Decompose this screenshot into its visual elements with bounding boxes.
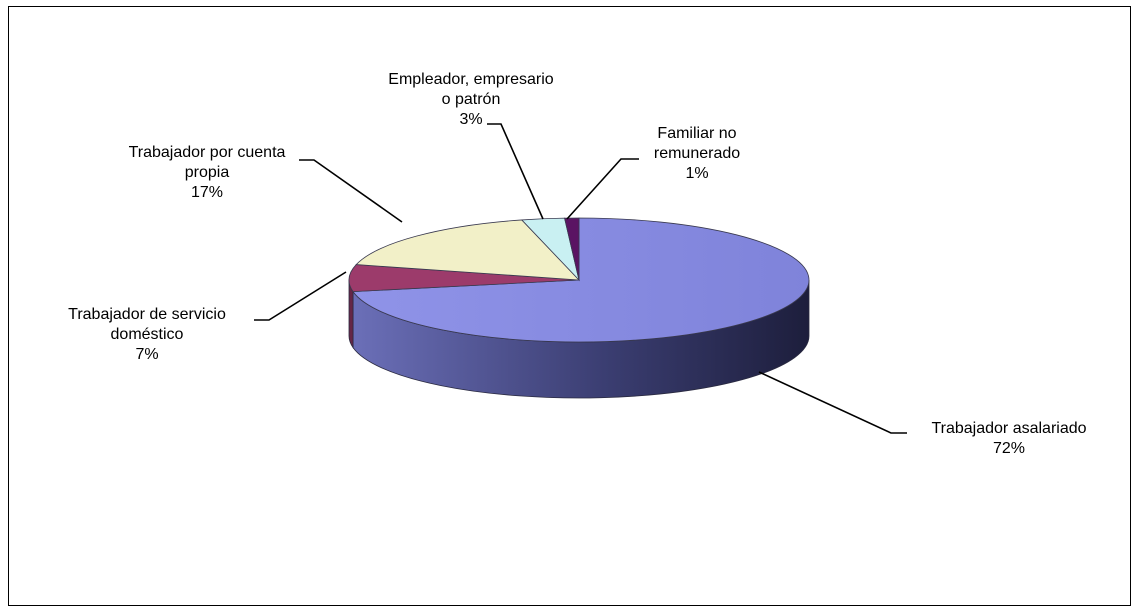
slice-3 [355,219,581,281]
slice-label-2: Trabajador de servicio doméstico 7% [68,306,226,363]
leader-line-3 [299,159,403,223]
slice-label-4-line-2: o patrón [442,91,501,108]
slice-label-2-line-1: Trabajador de servicio [68,306,226,323]
slice-2 [348,264,580,293]
slice-label-1: Trabajador asalariado 72% [931,420,1086,457]
pie-chart: Trabajador asalariado 72% Trabajador de se… [68,71,1086,457]
chart-frame: Trabajador asalariado 72% Trabajador de se… [8,6,1131,606]
slice-label-5: Familiar no remunerado 1% [654,125,740,182]
slice-label-4-line-1: Empleador, empresario [388,71,554,88]
slice-label-3-line-2: propia [185,164,230,181]
pie-slices [348,217,810,343]
slice-label-4-line-3: 3% [459,111,482,128]
slice-1 [352,217,810,343]
slice-label-3-line-1: Trabajador por cuenta [129,144,286,161]
slice-label-5-line-3: 1% [685,165,708,182]
leader-line-2 [254,271,347,321]
slice-labels: Trabajador asalariado 72% Trabajador de se… [68,71,1086,457]
slice-5 [564,217,580,281]
slice-label-3-line-3: 17% [191,184,223,201]
slice-label-2-line-2: doméstico [111,326,184,343]
slice-label-2-line-3: 7% [135,346,158,363]
slice-label-5-line-2: remunerado [654,145,740,162]
slice-label-4: Empleador, empresario o patrón 3% [388,71,554,128]
slice-label-1-line-1: Trabajador asalariado [931,420,1086,437]
slice-label-3: Trabajador por cuenta propia 17% [129,144,286,201]
slice-label-1-line-2: 72% [993,440,1025,457]
slice-label-5-line-1: Familiar no [657,125,736,142]
leader-line-1 [758,371,907,434]
leader-line-5 [566,158,639,220]
leader-line-4 [487,123,544,220]
leader-lines [254,123,907,434]
